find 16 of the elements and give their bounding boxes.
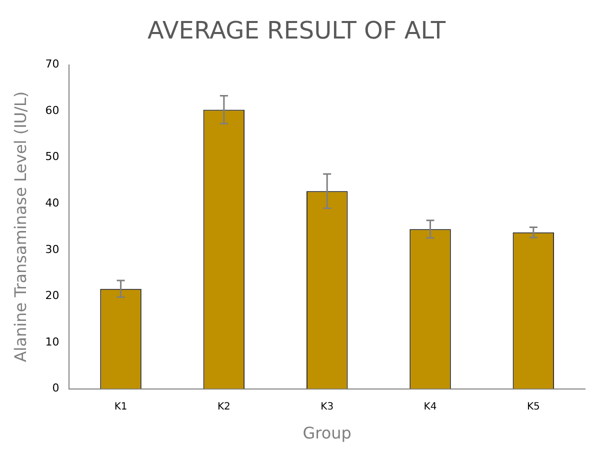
chart-title: AVERAGE RESULT OF ALT [147,16,446,45]
y-tick-label: 40 [45,196,60,210]
x-axis-title: Group [302,424,352,443]
y-tick-label: 60 [45,104,60,117]
x-tick-label: K2 [217,401,230,412]
x-tick-label: K4 [424,401,437,412]
y-tick-label: 10 [45,335,60,348]
y-tick-label: 20 [45,289,60,302]
y-tick-label: 0 [52,382,60,395]
y-axis-title: Alanine Transaminase Level (IU/L) [10,91,30,362]
x-tick-label: K1 [114,401,128,412]
y-tick-label: 30 [45,242,60,256]
y-tick-label: 70 [45,58,60,71]
x-tick-label: K3 [320,401,334,412]
y-tick-label: 50 [45,150,60,164]
x-tick-label: K5 [526,401,540,412]
